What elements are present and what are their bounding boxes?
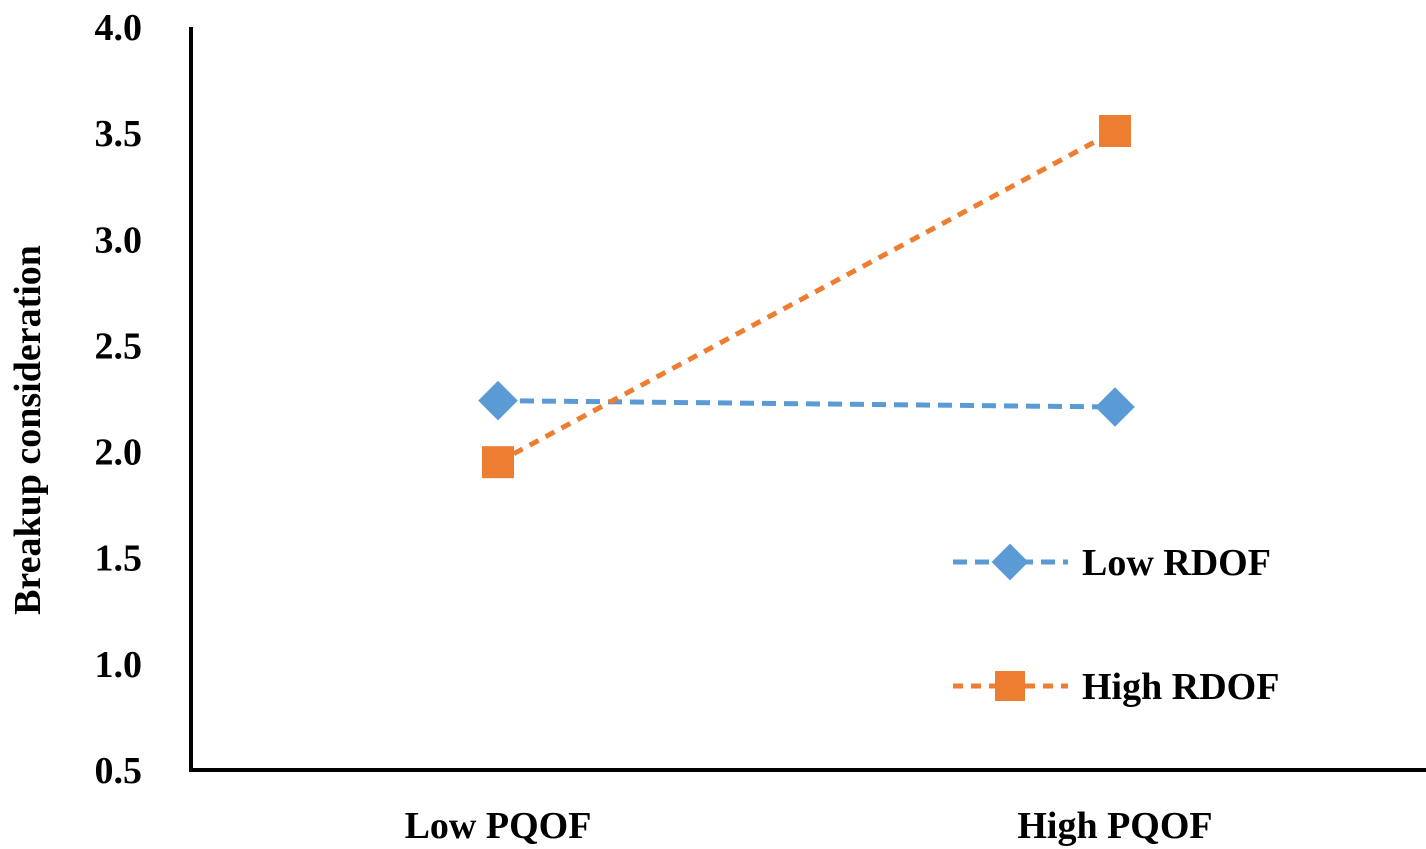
series-1-point-1[interactable] <box>1099 115 1131 148</box>
y-tick-label-2: 1.5 <box>95 538 143 580</box>
series-1-point-0[interactable] <box>482 446 514 479</box>
y-tick-label-5: 3.0 <box>95 219 143 261</box>
legend-diamond-marker <box>991 543 1029 581</box>
series-0-point-0[interactable] <box>478 380 518 421</box>
y-tick-label-7: 4.0 <box>95 7 143 49</box>
y-tick-label-0: 0.5 <box>95 750 143 792</box>
legend-item-high-rdof[interactable]: High RDOF <box>953 666 1279 708</box>
y-axis-label: Breakup consideration <box>7 245 49 615</box>
legend: Low RDOF High RDOF <box>953 542 1279 708</box>
legend-label-high-rdof: High RDOF <box>1082 666 1279 708</box>
series-0 <box>478 380 1135 427</box>
legend-square-marker <box>995 671 1025 701</box>
y-tick-label-4: 2.5 <box>95 325 143 367</box>
series-0-point-1[interactable] <box>1095 387 1135 427</box>
series-line-0 <box>497 398 1116 410</box>
legend-item-low-rdof[interactable]: Low RDOF <box>953 542 1271 584</box>
y-tick-label-3: 2.0 <box>95 432 143 474</box>
x-tick-label-low-pqof: Low PQOF <box>405 805 592 847</box>
x-tick-label-high-pqof: High PQOF <box>1017 805 1212 847</box>
y-tick-label-6: 3.5 <box>95 113 143 155</box>
series-layer <box>478 115 1135 479</box>
series-1 <box>482 115 1131 479</box>
y-tick-labels: 0.5 1.0 1.5 2.0 2.5 3.0 3.5 4.0 <box>95 7 143 792</box>
y-tick-label-1: 1.0 <box>95 644 143 686</box>
legend-label-low-rdof: Low RDOF <box>1082 542 1271 584</box>
series-line-1 <box>496 128 1117 465</box>
